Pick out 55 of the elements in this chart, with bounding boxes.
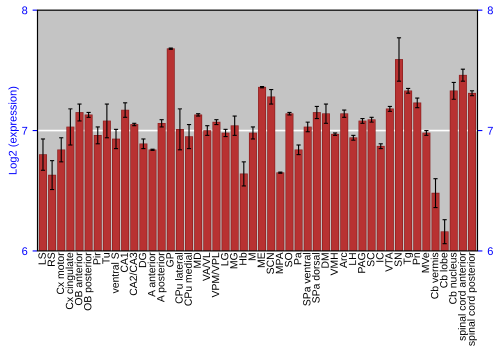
x-tick-label: SO [284,252,292,267]
x-tick-label: LH [348,253,356,265]
y-tick-label: 7 [22,126,28,135]
y2-tick-label: 8 [488,6,493,14]
x-tick-label: LS [38,252,46,264]
y-axis-title: Log2 (expression) [8,86,19,174]
x-tick-label: Hb [238,252,247,265]
x-tick-label: IC [376,252,384,262]
x-tick-label: CPu lateral [175,253,183,304]
x-tick-label: RS [48,252,55,266]
x-tick-label: VMH [330,253,338,276]
x-tick-label: CA2/CA3 [129,252,138,296]
x-tick-label: M [248,253,256,260]
x-tick-label: Arc [340,252,348,268]
x-tick-label: A posterior [156,252,167,302]
x-tick-label: Tu [102,253,110,264]
x-tick-label: MVe [422,252,430,272]
x-tick-label: Pn [412,253,420,264]
x-tick-label: PAG [358,253,366,273]
x-tick-label: VPM/VPL [212,252,220,298]
x-tick-label: MD [194,252,201,268]
x-tick-label: Tg [404,253,413,264]
x-tick-label: A anterior [148,252,156,297]
x-tick-label: OB anterior [74,252,82,306]
x-tick-label: SPa ventral [302,253,311,306]
x-tick-label: SPa dorsal [312,253,320,303]
x-tick-label: Pir [92,252,100,264]
x-tick-label: LG [220,253,228,266]
x-tick-label: Cx cingulate [66,252,76,310]
y-tick-label: 6 [22,247,28,256]
x-tick-label: SCN [266,253,274,274]
x-tick-label: OB posterior [84,252,94,310]
x-tick-label: ventral S [111,252,119,294]
y-tick-label: 8 [22,6,28,14]
x-tick-label: CA1 [120,252,128,272]
x-tick-label: spinal cord anterior [458,252,468,341]
x-tick-label: CPu medial [184,253,192,306]
y2-tick-label: 6 [488,247,493,256]
x-tick-label: Cb lobe [440,252,448,288]
x-tick-label: spinal cord posterior [467,252,477,346]
x-tick-label: MPA [276,252,284,274]
x-tick-label: DM [321,253,329,268]
x-tick-label: GP [166,252,174,267]
x-tick-label: MG [230,253,238,268]
x-tick-label: VTA [385,252,393,272]
y2-tick-label: 7 [488,126,493,135]
x-tick-label: DG [138,253,146,268]
x-tick-label: VA/VL [202,252,210,282]
x-tick-label: ME [258,252,265,268]
x-tick-label: SN [394,253,402,266]
x-tick-label: Pa [294,252,302,264]
x-tick-label: Cb vermis [430,252,438,299]
x-tick-label: Cx motor [56,252,64,294]
x-tick-label: SC [367,252,374,266]
x-tick-label: Cb nucleus [448,252,457,304]
